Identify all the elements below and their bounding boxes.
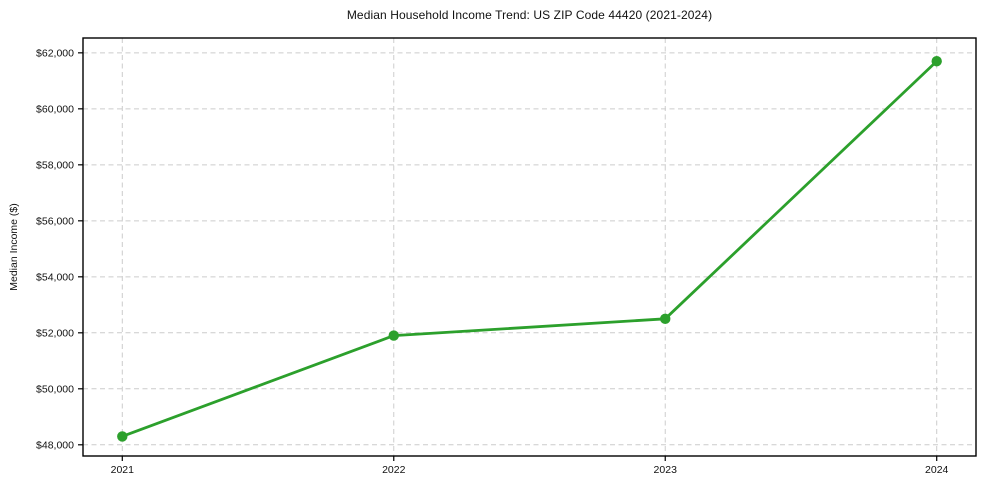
- y-tick-label: $56,000: [36, 215, 74, 227]
- data-point-2022: [388, 330, 399, 341]
- plot-box: [82, 37, 977, 457]
- y-tick-label: $48,000: [36, 439, 74, 451]
- x-tick-label: 2023: [654, 464, 678, 476]
- x-tick-label: 2024: [925, 464, 949, 476]
- y-tick-label: $62,000: [36, 47, 74, 59]
- x-tick-label: 2021: [111, 464, 135, 476]
- y-tick-label: $60,000: [36, 103, 74, 115]
- data-point-2023: [660, 313, 671, 325]
- y-tick-label: $58,000: [36, 159, 74, 171]
- y-tick-label: $50,000: [36, 383, 74, 395]
- data-point-2024: [931, 56, 942, 67]
- data-point-2021: [117, 431, 128, 442]
- chart-title: Median Household Income Trend: US ZIP Co…: [346, 8, 713, 22]
- y-tick-label: $54,000: [36, 271, 74, 283]
- y-tick-label: $52,000: [36, 327, 74, 339]
- x-tick-label: 2022: [382, 464, 406, 476]
- trend-line: [120, 59, 939, 438]
